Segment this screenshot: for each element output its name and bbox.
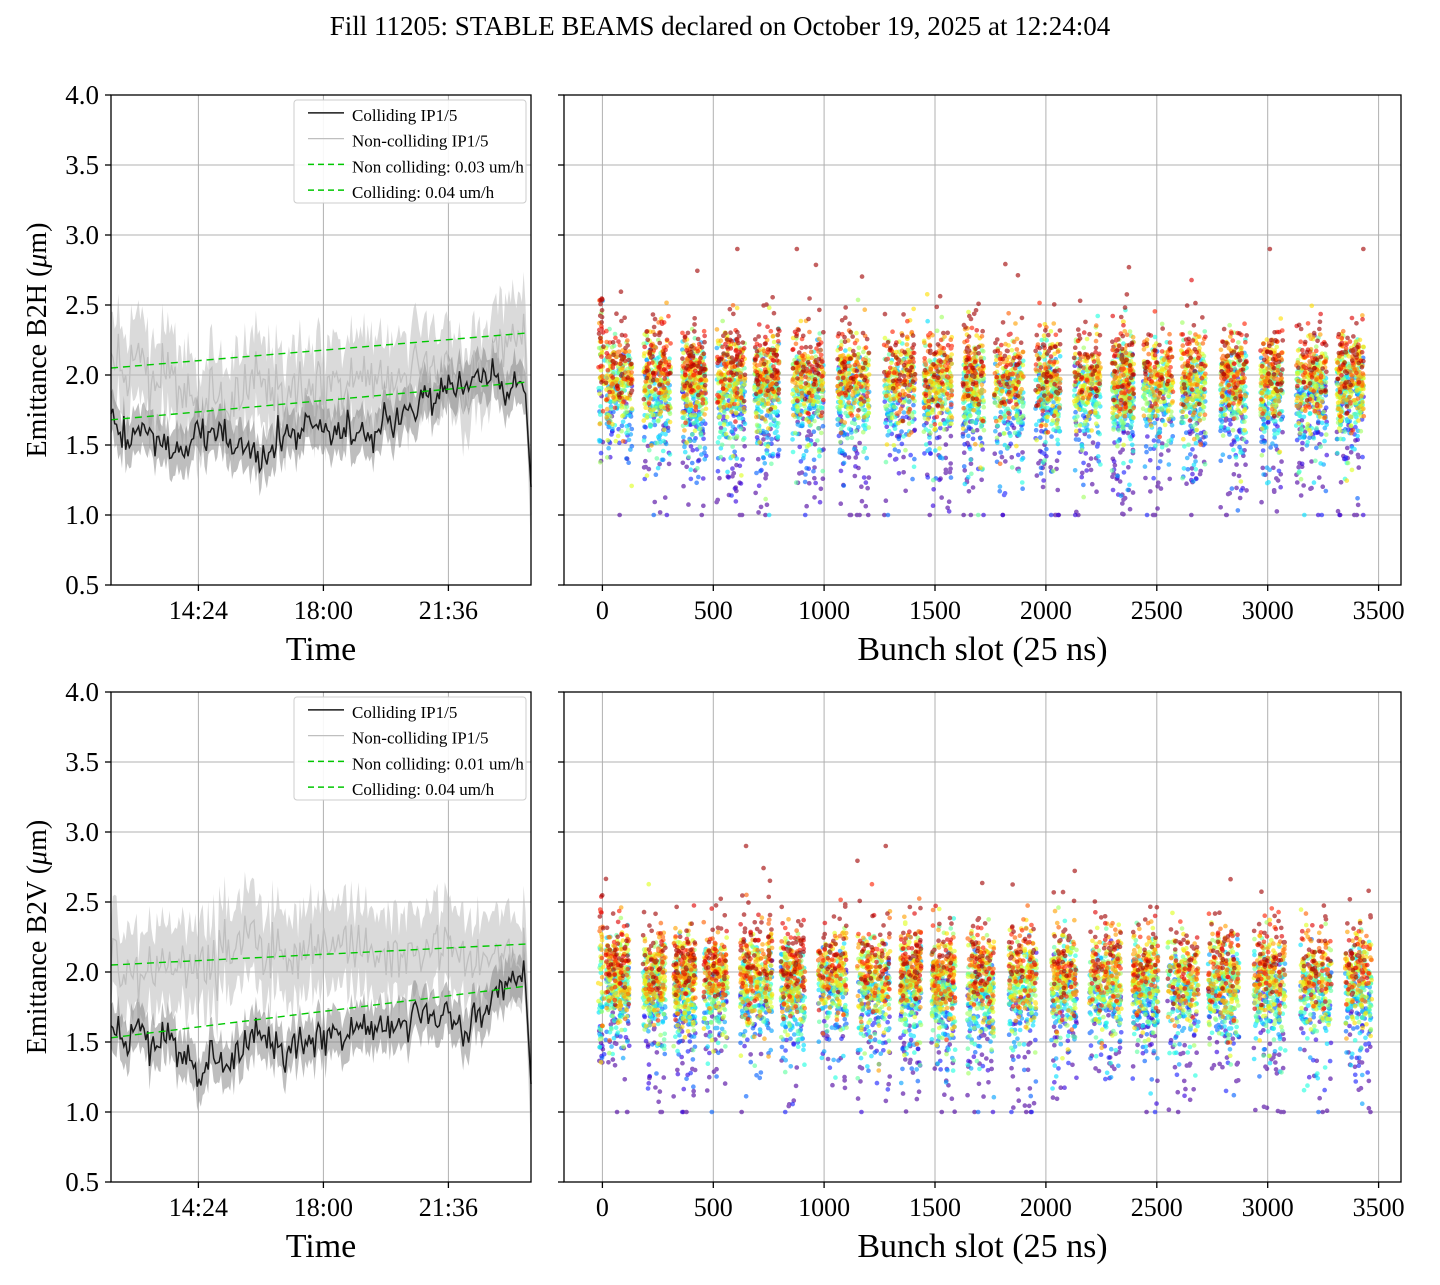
svg-text:1.0: 1.0 — [65, 1097, 99, 1127]
svg-text:Colliding IP1/5: Colliding IP1/5 — [352, 106, 457, 125]
svg-text:Non colliding: 0.03 um/h: Non colliding: 0.03 um/h — [352, 157, 524, 176]
svg-text:Colliding IP1/5: Colliding IP1/5 — [352, 703, 457, 722]
svg-text:1000: 1000 — [798, 596, 850, 625]
svg-text:21:36: 21:36 — [419, 596, 478, 625]
svg-text:1.0: 1.0 — [65, 500, 99, 530]
svg-text:18:00: 18:00 — [294, 1193, 353, 1222]
svg-text:2000: 2000 — [1020, 596, 1072, 625]
svg-text:2500: 2500 — [1131, 1193, 1183, 1222]
svg-text:Colliding: 0.04 um/h: Colliding: 0.04 um/h — [352, 780, 495, 799]
svg-text:2000: 2000 — [1020, 1193, 1072, 1222]
svg-text:Time: Time — [286, 1228, 357, 1265]
svg-text:1.5: 1.5 — [65, 1027, 99, 1057]
svg-text:3000: 3000 — [1242, 1193, 1294, 1222]
svg-text:500: 500 — [694, 1193, 733, 1222]
svg-text:0.5: 0.5 — [65, 570, 99, 600]
svg-text:1.5: 1.5 — [65, 430, 99, 460]
svg-text:1500: 1500 — [909, 596, 961, 625]
svg-text:Emittance B2H (μm): Emittance B2H (μm) — [22, 223, 53, 458]
svg-text:3.0: 3.0 — [65, 817, 99, 847]
svg-text:0: 0 — [596, 596, 609, 625]
svg-text:Non colliding: 0.01 um/h: Non colliding: 0.01 um/h — [352, 754, 524, 773]
svg-text:4.0: 4.0 — [65, 677, 99, 707]
svg-text:Non-colliding IP1/5: Non-colliding IP1/5 — [352, 132, 488, 151]
svg-text:2500: 2500 — [1131, 596, 1183, 625]
svg-text:21:36: 21:36 — [419, 1193, 478, 1222]
svg-text:3.0: 3.0 — [65, 220, 99, 250]
svg-text:3.5: 3.5 — [65, 747, 99, 777]
svg-text:Non-colliding IP1/5: Non-colliding IP1/5 — [352, 729, 488, 748]
svg-text:0: 0 — [596, 1193, 609, 1222]
svg-text:14:24: 14:24 — [169, 596, 228, 625]
svg-text:18:00: 18:00 — [294, 596, 353, 625]
svg-text:4.0: 4.0 — [65, 80, 99, 110]
svg-text:3000: 3000 — [1242, 596, 1294, 625]
svg-text:Bunch slot (25 ns): Bunch slot (25 ns) — [857, 1228, 1107, 1265]
svg-text:0.5: 0.5 — [65, 1167, 99, 1197]
svg-text:3.5: 3.5 — [65, 150, 99, 180]
svg-text:500: 500 — [694, 596, 733, 625]
svg-text:2.0: 2.0 — [65, 957, 99, 987]
svg-text:14:24: 14:24 — [169, 1193, 228, 1222]
svg-text:1500: 1500 — [909, 1193, 961, 1222]
svg-text:2.5: 2.5 — [65, 290, 99, 320]
svg-text:Time: Time — [286, 631, 357, 668]
svg-text:Bunch slot (25 ns): Bunch slot (25 ns) — [857, 631, 1107, 668]
svg-text:2.0: 2.0 — [65, 360, 99, 390]
svg-text:2.5: 2.5 — [65, 887, 99, 917]
svg-text:Colliding: 0.04 um/h: Colliding: 0.04 um/h — [352, 183, 495, 202]
svg-text:3500: 3500 — [1353, 1193, 1405, 1222]
svg-text:Fill 11205: STABLE BEAMS decla: Fill 11205: STABLE BEAMS declared on Oct… — [330, 11, 1111, 41]
svg-text:Emittance B2V (μm): Emittance B2V (μm) — [22, 820, 53, 1054]
svg-text:1000: 1000 — [798, 1193, 850, 1222]
svg-text:3500: 3500 — [1353, 596, 1405, 625]
